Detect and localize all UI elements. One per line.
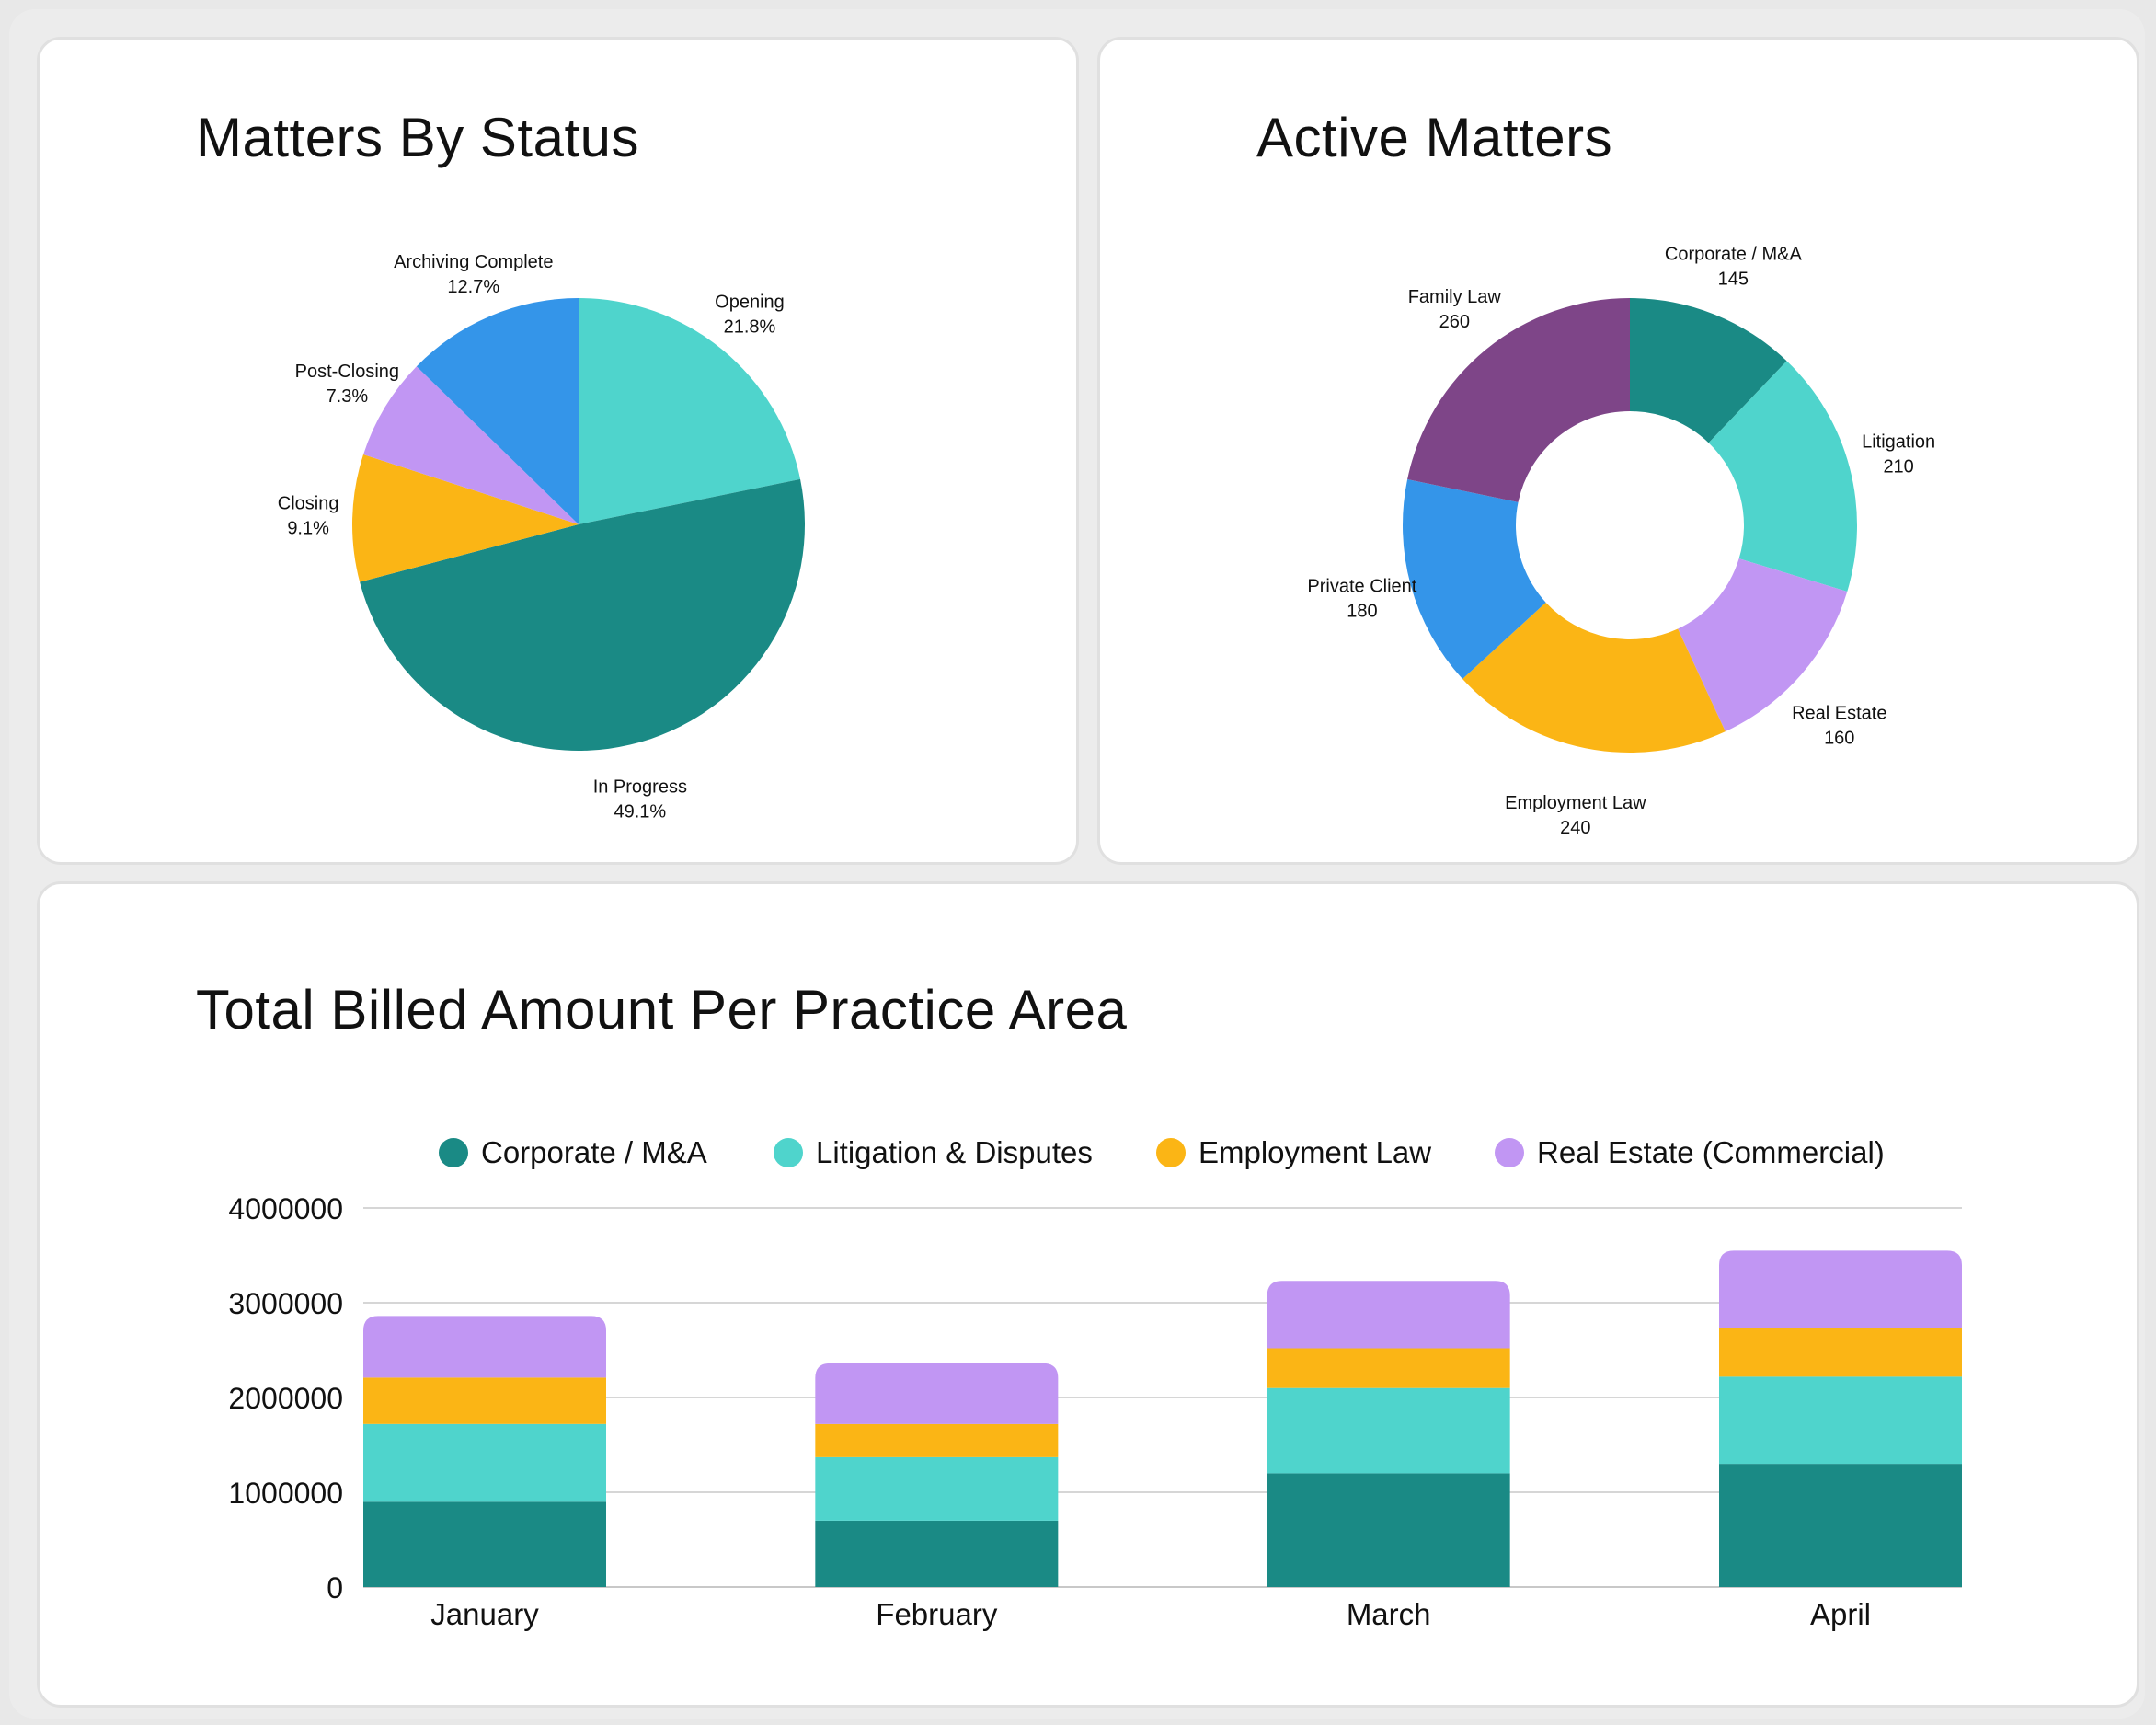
pie-slice-post-closing <box>363 366 579 524</box>
bar-february-corporate-m-a <box>815 1520 1059 1587</box>
bar-january-litigation-disputes <box>363 1423 606 1502</box>
bar-march-litigation-disputes <box>1267 1387 1510 1474</box>
pie-slice-archiving-complete <box>416 298 579 524</box>
pie-slice-opening <box>579 298 801 524</box>
bar-january-corporate-m-a <box>363 1501 606 1587</box>
donut-slice-real-estate-value: 160 <box>1824 728 1854 748</box>
legend-litigation-disputes-swatch <box>774 1138 803 1167</box>
x-tick-label: April <box>1810 1597 1871 1631</box>
pie-slice-opening-value: 21.8% <box>724 316 776 337</box>
pie-slice-closing <box>352 454 579 582</box>
bar-march-real-estate-commercial <box>1267 1281 1510 1349</box>
donut-slice-litigation <box>1708 361 1857 592</box>
bar-february-real-estate-commercial <box>815 1363 1059 1424</box>
donut-slice-employment-law-label: Employment Law <box>1505 793 1646 813</box>
active-matters-card: Active Matters Corporate / M&A 145 Litigat… <box>1097 37 2139 865</box>
matters-by-status-card: Matters By Status Opening 21.8% In Progres… <box>37 37 1079 865</box>
donut-slice-employment-law <box>1462 602 1726 753</box>
pie-slice-in-progress <box>360 478 805 751</box>
legend-litigation-disputes-label: Litigation & Disputes <box>816 1135 1093 1169</box>
legend-employment-law-swatch <box>1156 1138 1186 1167</box>
matters-by-status-title: Matters By Status <box>196 107 639 168</box>
active-matters-title: Active Matters <box>1256 107 1613 168</box>
legend-real-estate-commercial-swatch <box>1495 1138 1524 1167</box>
donut-slice-private-client-value: 180 <box>1347 601 1377 621</box>
x-tick-label: March <box>1347 1597 1431 1631</box>
donut-slice-family-law <box>1407 298 1630 502</box>
donut-slice-corporate-m-a <box>1630 298 1787 443</box>
pie-slice-post-closing-label: Post-Closing <box>295 362 399 382</box>
dashboard-frame: Matters By Status Opening 21.8% In Progres… <box>9 9 2145 1719</box>
bar-january-employment-law <box>363 1377 606 1424</box>
donut-slice-private-client-label: Private Client <box>1307 576 1416 596</box>
y-tick-label: 3000000 <box>228 1287 343 1320</box>
bar-february-employment-law <box>815 1423 1059 1457</box>
bar-january-real-estate-commercial <box>363 1316 606 1378</box>
donut-slice-corporate-m-a-label: Corporate / M&A <box>1665 245 1803 265</box>
bar-march-employment-law <box>1267 1348 1510 1388</box>
bar-april-real-estate-commercial <box>1719 1250 1962 1328</box>
pie-slice-closing-label: Closing <box>278 494 339 514</box>
donut-slice-litigation-value: 210 <box>1883 456 1913 477</box>
donut-slice-private-client <box>1403 479 1546 680</box>
donut-slice-real-estate-label: Real Estate <box>1792 703 1886 723</box>
donut-slice-family-law-value: 260 <box>1439 312 1470 332</box>
y-tick-label: 1000000 <box>228 1477 343 1510</box>
donut-slice-family-law-label: Family Law <box>1408 287 1502 307</box>
bar-april-corporate-m-a <box>1719 1464 1962 1587</box>
billed-amount-title: Total Billed Amount Per Practice Area <box>196 979 1128 1041</box>
bar-march-corporate-m-a <box>1267 1473 1510 1587</box>
legend-employment-law-label: Employment Law <box>1198 1135 1431 1169</box>
pie-slice-in-progress-value: 49.1% <box>614 801 666 822</box>
pie-slice-opening-label: Opening <box>715 292 785 312</box>
billed-amount-card: Total Billed Amount Per Practice Area Co… <box>37 881 2139 1708</box>
bar-april-employment-law <box>1719 1328 1962 1377</box>
legend-real-estate-commercial-label: Real Estate (Commercial) <box>1537 1135 1885 1169</box>
donut-slice-employment-law-value: 240 <box>1560 818 1590 838</box>
bar-april-litigation-disputes <box>1719 1376 1962 1465</box>
billed-amount-bar-chart: Corporate / M&A Litigation & Disputes Empl… <box>228 1135 1962 1631</box>
pie-slice-in-progress-label: In Progress <box>593 776 687 797</box>
pie-slice-archiving-complete-label: Archiving Complete <box>394 252 553 272</box>
y-tick-label: 4000000 <box>228 1192 343 1225</box>
legend-corporate-m-a-label: Corporate / M&A <box>481 1135 707 1169</box>
legend-corporate-m-a-swatch <box>439 1138 468 1167</box>
donut-slice-corporate-m-a-value: 145 <box>1718 270 1749 290</box>
pie-slice-post-closing-value: 7.3% <box>327 386 369 407</box>
donut-slice-real-estate <box>1678 558 1848 732</box>
y-tick-label: 2000000 <box>228 1382 343 1415</box>
pie-slice-closing-value: 9.1% <box>287 519 329 539</box>
x-tick-label: February <box>876 1597 998 1631</box>
active-matters-donut: Corporate / M&A 145 Litigation 210 Real Esta… <box>1307 245 1935 838</box>
pie-slice-archiving-complete-value: 12.7% <box>447 277 499 297</box>
x-tick-label: January <box>430 1597 539 1631</box>
matters-by-status-pie: Opening 21.8% In Progress 49.1% Closing 9.1% P… <box>278 252 805 822</box>
y-tick-label: 0 <box>327 1571 343 1604</box>
donut-slice-litigation-label: Litigation <box>1862 431 1935 452</box>
bar-february-litigation-disputes <box>815 1456 1059 1521</box>
